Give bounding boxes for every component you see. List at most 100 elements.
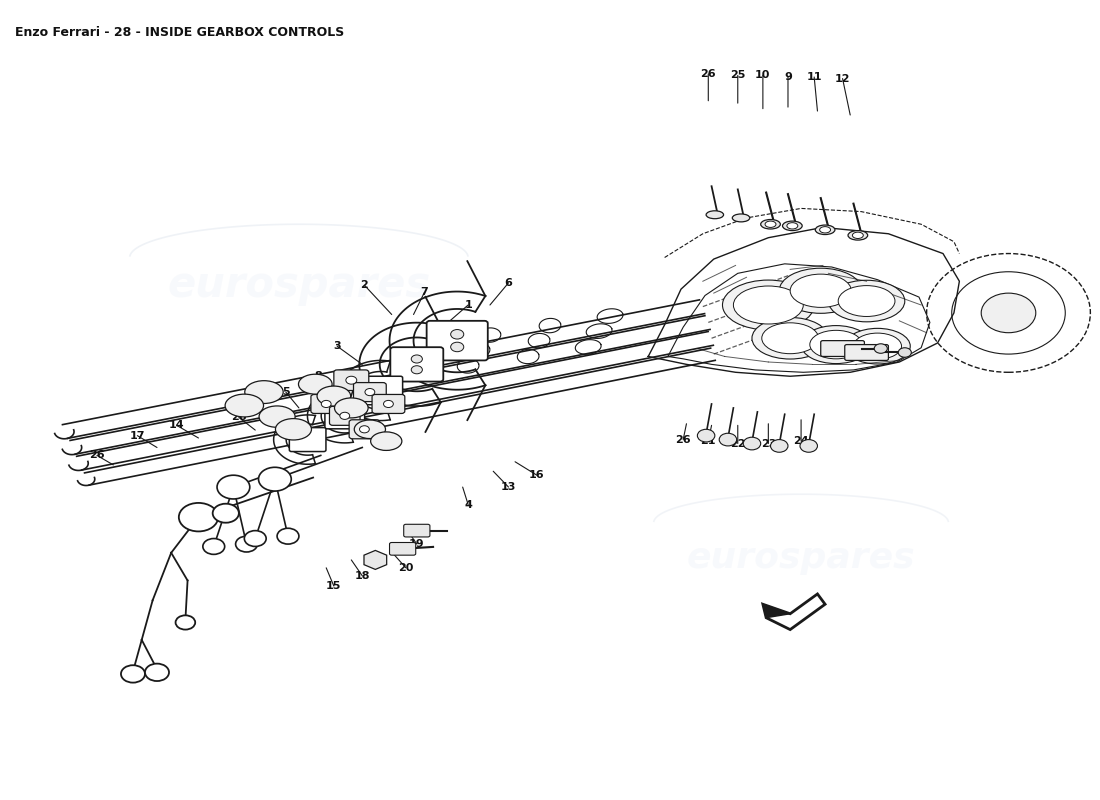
Circle shape — [176, 615, 195, 630]
FancyBboxPatch shape — [404, 524, 430, 537]
Text: 2: 2 — [361, 280, 368, 290]
Ellipse shape — [845, 328, 911, 364]
Text: 4: 4 — [464, 499, 472, 510]
Ellipse shape — [733, 214, 750, 222]
Circle shape — [321, 400, 331, 407]
Circle shape — [202, 538, 224, 554]
Text: 17: 17 — [130, 430, 145, 441]
Circle shape — [345, 376, 356, 384]
Ellipse shape — [761, 219, 780, 229]
Ellipse shape — [334, 398, 368, 418]
Text: 14: 14 — [168, 420, 185, 430]
Text: Enzo Ferrari - 28 - INSIDE GEARBOX CONTROLS: Enzo Ferrari - 28 - INSIDE GEARBOX CONTR… — [15, 26, 344, 39]
FancyBboxPatch shape — [311, 394, 341, 414]
FancyBboxPatch shape — [427, 321, 487, 361]
Text: 21: 21 — [701, 436, 716, 446]
Circle shape — [874, 344, 888, 354]
Circle shape — [981, 293, 1036, 333]
Text: 15: 15 — [327, 581, 341, 591]
Text: eurospares: eurospares — [167, 264, 430, 306]
Text: 26: 26 — [89, 450, 104, 461]
Circle shape — [258, 467, 292, 491]
Circle shape — [899, 348, 911, 358]
Text: 6: 6 — [505, 278, 513, 288]
Text: 12: 12 — [835, 74, 850, 83]
FancyBboxPatch shape — [324, 403, 364, 429]
Text: 22: 22 — [730, 438, 746, 449]
Text: 26: 26 — [701, 69, 716, 79]
FancyBboxPatch shape — [390, 347, 443, 382]
Polygon shape — [763, 604, 790, 618]
Text: 3: 3 — [333, 341, 341, 351]
Circle shape — [770, 439, 788, 452]
Ellipse shape — [354, 420, 385, 438]
Text: 9: 9 — [784, 72, 792, 82]
Ellipse shape — [854, 333, 902, 359]
Text: 13: 13 — [500, 482, 516, 492]
Ellipse shape — [815, 225, 835, 234]
Circle shape — [277, 528, 299, 544]
Ellipse shape — [779, 268, 862, 314]
Text: 20: 20 — [398, 563, 414, 573]
FancyBboxPatch shape — [353, 382, 386, 402]
Ellipse shape — [226, 394, 264, 417]
Circle shape — [411, 366, 422, 374]
FancyBboxPatch shape — [334, 370, 368, 390]
Text: 18: 18 — [354, 570, 370, 581]
Ellipse shape — [762, 323, 818, 354]
Ellipse shape — [245, 381, 283, 403]
Ellipse shape — [852, 232, 864, 238]
Ellipse shape — [766, 221, 775, 227]
Circle shape — [145, 664, 169, 681]
Ellipse shape — [723, 280, 814, 330]
Text: 7: 7 — [420, 287, 428, 298]
FancyBboxPatch shape — [389, 542, 416, 555]
Circle shape — [365, 389, 375, 396]
Ellipse shape — [317, 386, 351, 406]
Text: 25: 25 — [730, 70, 746, 81]
Text: 26: 26 — [675, 434, 691, 445]
FancyBboxPatch shape — [359, 376, 403, 405]
Ellipse shape — [810, 330, 862, 359]
Circle shape — [212, 504, 239, 522]
Ellipse shape — [801, 326, 871, 363]
Circle shape — [451, 342, 464, 352]
Ellipse shape — [371, 432, 402, 450]
Text: 8: 8 — [315, 371, 322, 382]
Ellipse shape — [828, 280, 905, 322]
Circle shape — [340, 412, 350, 419]
Text: 5: 5 — [282, 387, 289, 397]
FancyBboxPatch shape — [845, 345, 889, 361]
Text: 24: 24 — [793, 436, 808, 446]
Ellipse shape — [838, 286, 895, 317]
Circle shape — [244, 530, 266, 546]
Circle shape — [744, 438, 761, 450]
Circle shape — [451, 330, 464, 339]
Ellipse shape — [734, 286, 803, 324]
Ellipse shape — [782, 221, 802, 230]
Circle shape — [235, 536, 257, 552]
FancyBboxPatch shape — [372, 394, 405, 414]
Ellipse shape — [786, 222, 798, 229]
FancyBboxPatch shape — [330, 406, 360, 426]
FancyBboxPatch shape — [349, 420, 379, 438]
Ellipse shape — [752, 318, 828, 359]
Text: 23: 23 — [760, 438, 775, 449]
Text: 19: 19 — [409, 539, 425, 549]
Ellipse shape — [706, 210, 724, 218]
Ellipse shape — [298, 374, 332, 394]
Circle shape — [800, 439, 817, 452]
Text: eurospares: eurospares — [686, 542, 915, 575]
Circle shape — [384, 400, 394, 407]
Circle shape — [719, 434, 737, 446]
Text: 11: 11 — [806, 72, 822, 82]
Text: 1: 1 — [464, 300, 472, 310]
FancyBboxPatch shape — [821, 341, 865, 357]
Ellipse shape — [260, 406, 295, 427]
Ellipse shape — [790, 274, 851, 307]
FancyBboxPatch shape — [289, 428, 326, 451]
Circle shape — [697, 430, 715, 442]
Ellipse shape — [848, 230, 868, 240]
Text: 10: 10 — [756, 70, 771, 81]
Polygon shape — [763, 594, 825, 630]
